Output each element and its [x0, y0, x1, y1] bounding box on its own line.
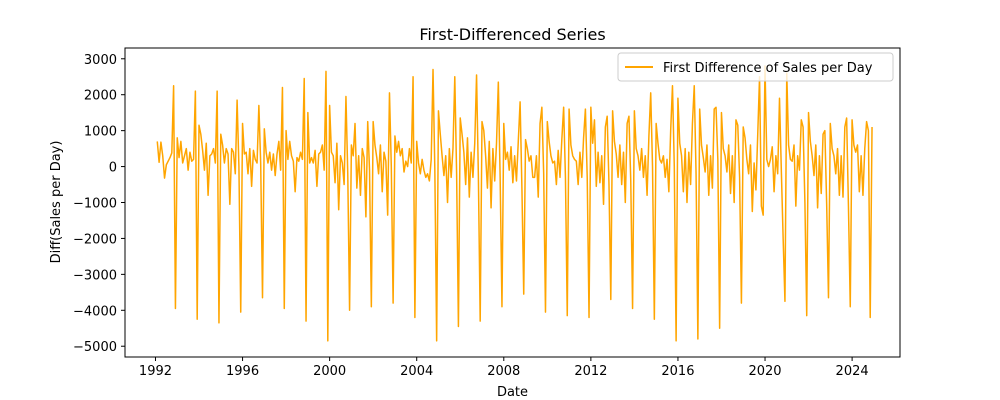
x-tick-label: 2020 — [748, 364, 781, 379]
y-axis-label: Diff(Sales per Day) — [49, 141, 64, 264]
y-tick-label: −4000 — [73, 304, 117, 319]
y-tick-label: −2000 — [73, 232, 117, 247]
x-tick-label: 2016 — [661, 364, 694, 379]
series-line-0 — [156, 65, 873, 342]
x-axis-label: Date — [497, 385, 528, 400]
chart-title: First-Differenced Series — [419, 25, 605, 44]
x-tick-label: 2024 — [836, 364, 869, 379]
x-axis: 1992 1996 2000 2004 2008 2012 2016 2020 2024 — [139, 357, 869, 379]
y-tick-label: 1000 — [84, 125, 117, 140]
x-tick-label: 2008 — [487, 364, 520, 379]
y-tick-label: 3000 — [84, 53, 117, 68]
legend-label: First Difference of Sales per Day — [663, 61, 873, 76]
y-tick-label: 2000 — [84, 89, 117, 104]
x-tick-label: 2000 — [313, 364, 346, 379]
y-axis: −5000 −4000 −3000 −2000 −1000 0 1000 2000 3000 — [73, 53, 125, 355]
x-tick-label: 1996 — [226, 364, 259, 379]
legend-box — [617, 52, 894, 82]
y-tick-label: −5000 — [73, 340, 117, 355]
series-layer — [156, 65, 873, 342]
legend: First Difference of Sales per Day — [617, 52, 894, 82]
x-tick-label: 2012 — [574, 364, 607, 379]
y-tick-label: −1000 — [73, 197, 117, 212]
x-tick-label: 2004 — [400, 364, 433, 379]
y-tick-label: −3000 — [73, 268, 117, 283]
x-tick-label: 1992 — [139, 364, 172, 379]
y-tick-label: 0 — [109, 161, 117, 176]
